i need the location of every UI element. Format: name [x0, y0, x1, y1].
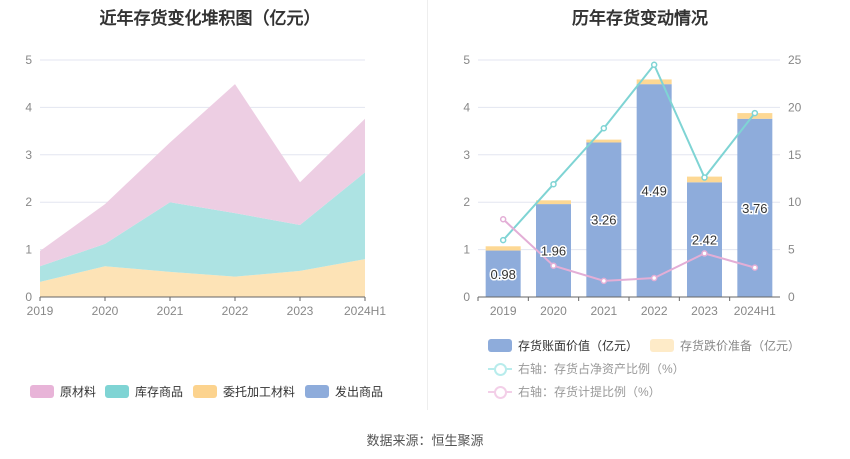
y-tick-label: 0 — [463, 290, 470, 304]
line-point — [751, 109, 759, 117]
bar-provision — [586, 139, 622, 143]
line-右轴：存货占净资产比例（%） — [502, 62, 756, 241]
x-tick-label: 2022 — [222, 304, 249, 318]
bar-book-value — [536, 204, 571, 297]
bar-book-value — [586, 142, 622, 297]
x-tick-label: 2021 — [157, 304, 184, 318]
legend-label: 存货跌价准备（亿元） — [680, 339, 801, 353]
y-tick-label: 4 — [463, 100, 470, 114]
line-右轴：存货计提比例（%） — [502, 218, 756, 282]
line-point — [650, 274, 658, 282]
legend-swatch — [488, 339, 512, 352]
x-tick-label: 2019 — [490, 304, 517, 318]
area-库存商品 — [40, 172, 365, 282]
x-tick-label: 2020 — [540, 304, 567, 318]
x-tick-label: 2024H1 — [344, 304, 386, 318]
y-tick-label: 1 — [463, 243, 470, 257]
legend-swatch — [30, 385, 54, 398]
legend-swatch — [193, 385, 217, 398]
legend-item-ratio-net-assets[interactable]: 右轴：存货占净资产比例（%） — [488, 360, 685, 377]
legend-label: 右轴：存货占净资产比例（%） — [518, 362, 685, 376]
x-tick-label: 2023 — [287, 304, 314, 318]
legend-label: 库存商品 — [135, 385, 184, 399]
bar-provision — [536, 200, 571, 205]
y2-tick-label: 25 — [788, 53, 802, 67]
legend-label: 委托加工材料 — [223, 385, 296, 399]
legend-label: 原材料 — [60, 385, 97, 399]
legend-item[interactable]: 委托加工材料 — [193, 383, 295, 400]
y-tick-label: 1 — [25, 243, 32, 257]
line-point — [550, 180, 557, 188]
x-tick-label: 2024H1 — [734, 304, 776, 318]
x-tick-label: 2022 — [641, 304, 668, 318]
y2-tick-label: 5 — [788, 243, 795, 257]
legend-item-provision[interactable]: 存货跌价准备（亿元） — [650, 337, 800, 354]
y-tick-label: 2 — [463, 195, 470, 209]
y2-tick-label: 0 — [788, 290, 795, 304]
legend-item[interactable]: 库存商品 — [105, 383, 183, 400]
bar-book-value — [485, 250, 521, 297]
bar-book-value — [687, 182, 722, 297]
bar-value-label: 2.42 — [692, 233, 717, 248]
line-point — [600, 277, 608, 285]
line-point — [499, 216, 507, 223]
legend-item-book-value[interactable]: 存货账面价值（亿元） — [488, 337, 638, 354]
bar-value-label: 3.26 — [591, 213, 616, 228]
line-point — [701, 250, 708, 257]
legend-item[interactable]: 发出商品 — [305, 383, 383, 400]
legend-label: 存货账面价值（亿元） — [518, 339, 639, 353]
x-tick-label: 2023 — [691, 304, 718, 318]
legend-swatch — [305, 385, 329, 398]
y-tick-label: 2 — [25, 195, 32, 209]
bar-provision — [636, 79, 672, 85]
divider — [427, 0, 428, 410]
area-原材料 — [40, 84, 365, 267]
right-chart-title: 历年存货变动情况 — [572, 9, 708, 28]
y2-tick-label: 10 — [788, 195, 802, 209]
bar-value-label: 4.49 — [642, 184, 667, 199]
line-point — [600, 125, 608, 132]
y-tick-label: 4 — [25, 100, 32, 114]
bar-value-label: 0.98 — [491, 267, 516, 282]
line-point — [751, 264, 759, 271]
y-tick-label: 0 — [25, 290, 32, 304]
legend-label: 发出商品 — [335, 385, 384, 399]
bar-book-value — [636, 84, 672, 297]
data-source: 数据来源：恒生聚源 — [366, 433, 484, 448]
line-point — [550, 262, 557, 269]
y2-tick-label: 15 — [788, 148, 802, 162]
line-point — [701, 174, 708, 181]
bar-value-label: 3.76 — [742, 201, 767, 216]
area-委托加工材料 — [40, 259, 365, 297]
line-marker-icon — [488, 362, 512, 376]
x-tick-label: 2020 — [92, 304, 119, 318]
left-chart-title: 近年存货变化堆积图（亿元） — [99, 9, 321, 28]
legend-swatch — [650, 339, 674, 352]
bar-provision — [485, 246, 521, 251]
x-tick-label: 2021 — [590, 304, 617, 318]
line-point — [499, 236, 507, 244]
y-tick-label: 3 — [463, 148, 470, 162]
line-marker-icon — [488, 385, 512, 399]
legend-swatch — [105, 385, 129, 398]
line-point — [650, 61, 658, 68]
bar-value-label: 1.96 — [541, 244, 566, 259]
x-tick-label: 2019 — [27, 304, 54, 318]
legend-label: 右轴：存货计提比例（%） — [518, 385, 661, 399]
y-tick-label: 5 — [25, 53, 32, 67]
y2-tick-label: 20 — [788, 100, 802, 114]
y-tick-label: 5 — [463, 53, 470, 67]
legend-item-provision-ratio[interactable]: 右轴：存货计提比例（%） — [488, 383, 661, 400]
legend-item[interactable]: 原材料 — [30, 383, 96, 400]
y-tick-label: 3 — [25, 148, 32, 162]
